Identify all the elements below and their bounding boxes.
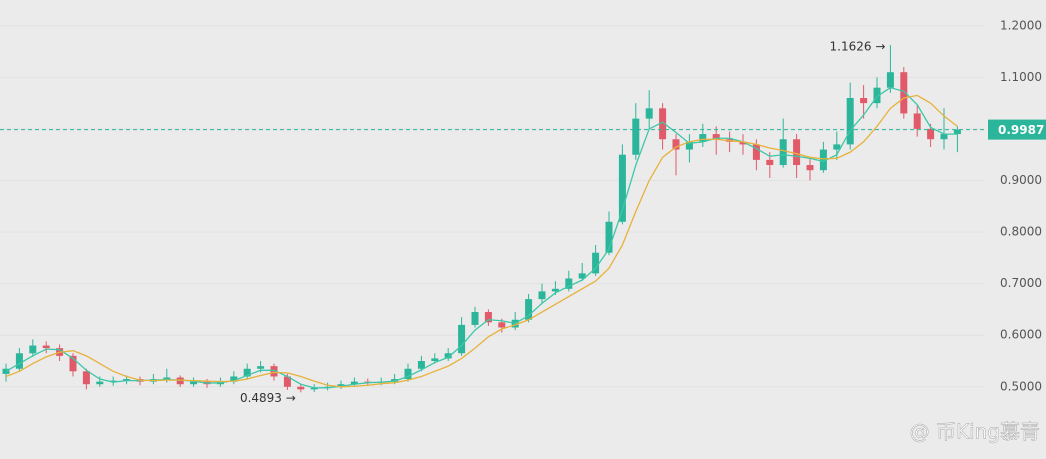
candle-body <box>310 387 318 390</box>
candle-body <box>109 380 117 382</box>
candle-body <box>578 273 586 279</box>
candle-body <box>270 366 278 377</box>
candle-body <box>632 118 640 155</box>
candle-body <box>940 134 948 140</box>
y-tick-label: 1.1000 <box>1000 70 1042 84</box>
candle-body <box>592 252 600 274</box>
y-tick-label: 1.2000 <box>1000 18 1042 32</box>
y-tick-label: 0.6000 <box>1000 328 1042 342</box>
candle-body <box>243 368 251 377</box>
candle-body <box>297 386 305 390</box>
candle-body <box>525 299 533 320</box>
candle-body <box>190 381 198 385</box>
candle-body <box>391 379 399 382</box>
y-tick-label: 0.8000 <box>1000 225 1042 239</box>
candle-body <box>886 72 894 88</box>
candle-body <box>42 345 50 349</box>
candle-body <box>712 134 720 140</box>
y-tick-label: 0.7000 <box>1000 276 1042 290</box>
candle-body <box>913 113 921 129</box>
candle-body <box>659 108 667 140</box>
candle-body <box>699 134 707 142</box>
candle-body <box>779 139 787 166</box>
candle-body <box>417 361 425 369</box>
candle-body <box>927 128 935 140</box>
candle-body <box>551 288 559 292</box>
candle-body <box>96 381 104 385</box>
candle-body <box>752 144 760 160</box>
candle-body <box>605 221 613 253</box>
candle-body <box>431 358 439 362</box>
candle-body <box>538 291 546 300</box>
candle-body <box>685 141 693 150</box>
candle-body <box>833 144 841 150</box>
candle-body <box>873 87 881 104</box>
candle-body <box>471 312 479 325</box>
candle-body <box>484 312 492 323</box>
watermark: @ 币King慕青 <box>910 420 1040 444</box>
candle-body <box>953 129 961 135</box>
candle-body <box>846 97 854 145</box>
candle-body <box>163 377 171 380</box>
candle-body <box>444 353 452 359</box>
candle-body <box>123 379 131 381</box>
candle-body <box>618 154 626 222</box>
candle-body <box>793 139 801 166</box>
y-tick-label: 0.9000 <box>1000 173 1042 187</box>
low-annotation: 0.4893 → <box>240 391 296 405</box>
last-price-box <box>988 119 1046 140</box>
candle-body <box>900 72 908 114</box>
candle-body <box>82 371 90 385</box>
candle-body <box>860 97 868 104</box>
candle-body <box>230 376 238 382</box>
candle-body <box>645 108 653 119</box>
candle-body <box>283 376 291 387</box>
candle-body <box>350 381 358 385</box>
y-tick-label: 0.5000 <box>1000 379 1042 393</box>
candle-body <box>458 324 466 354</box>
candle-body <box>15 353 23 369</box>
candle-body <box>176 377 184 385</box>
candle-body <box>337 384 345 387</box>
candle-body <box>29 345 37 354</box>
candle-body <box>257 366 265 369</box>
candle-body <box>498 322 506 328</box>
candle-body <box>766 159 774 166</box>
candle-body <box>404 368 412 380</box>
moving-average-line <box>5 94 958 388</box>
candle-body <box>2 368 10 374</box>
candle-body <box>672 139 680 150</box>
high-annotation: 1.1626 → <box>830 40 886 54</box>
candle-body <box>565 278 573 289</box>
candle-body <box>69 355 77 372</box>
candle-body <box>819 149 827 171</box>
last-price-label: 0.9987 <box>998 123 1044 137</box>
candle-body <box>806 165 814 171</box>
candle-body <box>739 141 747 145</box>
